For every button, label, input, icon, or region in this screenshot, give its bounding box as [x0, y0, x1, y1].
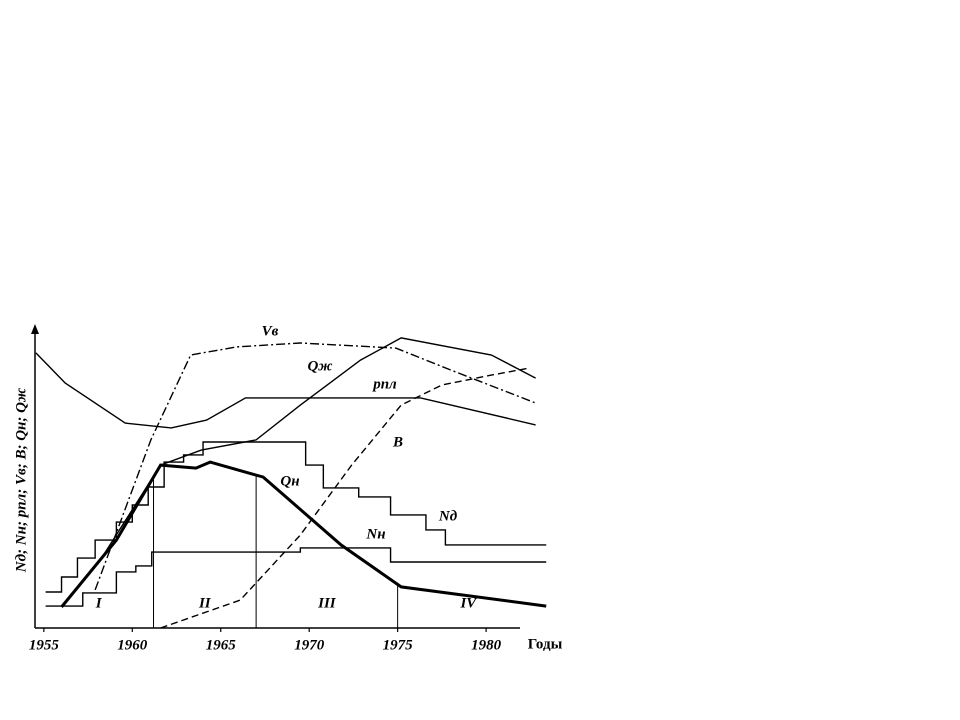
- y-axis-label: Nд; Nн; pпл; Vв; B; Qн; Qж: [13, 388, 29, 573]
- series-label: B: [392, 434, 403, 450]
- x-tick-label: 1960: [117, 637, 148, 653]
- y-axis-arrow: [31, 324, 39, 334]
- series-label: pпл: [371, 376, 397, 392]
- series-line: [45, 441, 547, 593]
- series-line: [160, 367, 531, 629]
- x-tick-label: 1980: [471, 637, 502, 653]
- period-label: IV: [459, 595, 478, 611]
- series-label: Qн: [280, 473, 299, 489]
- x-tick-label: 1965: [206, 637, 237, 653]
- series-label: Nн: [365, 526, 385, 542]
- series-label: Nд: [438, 508, 458, 524]
- series-line: [35, 352, 536, 429]
- series-line: [60, 460, 547, 608]
- series-label: Vв: [262, 323, 279, 339]
- series-label: Qж: [307, 358, 332, 374]
- series-line: [94, 342, 536, 591]
- x-tick-label: 1955: [29, 637, 60, 653]
- period-label: III: [317, 595, 337, 611]
- series-line: [99, 337, 536, 561]
- x-tick-label: 1975: [383, 637, 414, 653]
- series-line: [45, 547, 547, 607]
- x-tick-label: 1970: [294, 637, 325, 653]
- period-label: I: [95, 595, 103, 611]
- period-label: II: [198, 595, 212, 611]
- x-axis-label: Годы: [528, 636, 563, 652]
